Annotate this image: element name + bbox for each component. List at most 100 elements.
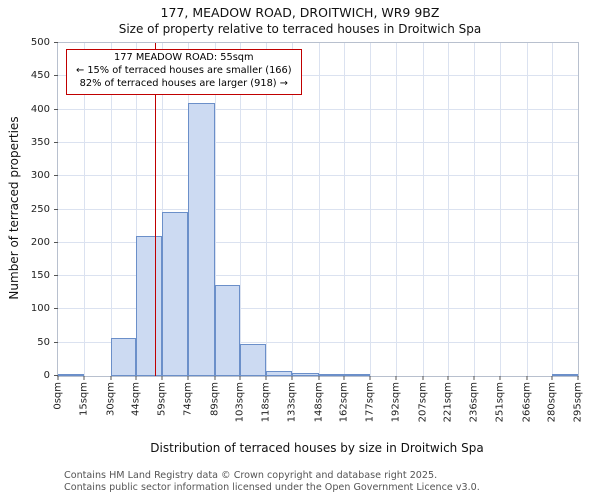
y-tick-mark (54, 208, 58, 210)
grid-line-vertical (474, 43, 475, 376)
grid-line-horizontal (58, 75, 578, 77)
x-tick-label: 44sqm (130, 382, 142, 417)
y-tick-mark (54, 275, 58, 277)
y-tick-label: 200 (30, 236, 50, 248)
grid-line-vertical (422, 43, 424, 376)
y-tick-label: 350 (30, 136, 50, 148)
x-tick-mark (83, 376, 85, 380)
y-tick-mark (54, 108, 58, 110)
x-tick-label: 162sqm (338, 382, 350, 423)
grid-line-vertical (447, 43, 449, 376)
annotation-box: 177 MEADOW ROAD: 55sqm ← 15% of terraced… (66, 49, 302, 95)
grid-line-horizontal (58, 141, 578, 143)
histogram-bar (188, 102, 215, 376)
x-tick-mark (447, 376, 449, 380)
x-tick-mark (395, 376, 397, 380)
footer-line-2: Contains public sector information licen… (64, 482, 480, 494)
x-tick-label: 192sqm (390, 382, 402, 423)
y-tick-label: 50 (37, 336, 50, 348)
x-tick-mark (239, 376, 241, 380)
grid-line-vertical (239, 43, 241, 376)
x-tick-label: 0sqm (52, 382, 64, 410)
footer-line-1: Contains HM Land Registry data © Crown c… (64, 470, 438, 481)
x-tick-mark (187, 376, 189, 380)
x-tick-mark (343, 376, 345, 380)
x-axis-label: Distribution of terraced houses by size … (150, 441, 484, 455)
grid-line-vertical (526, 43, 528, 376)
grid-line-vertical (396, 43, 398, 376)
chart-title: 177, MEADOW ROAD, DROITWICH, WR9 9BZ (160, 5, 440, 20)
y-tick-label: 250 (30, 203, 50, 215)
x-tick-label: 251sqm (494, 382, 506, 423)
y-tick-mark (54, 42, 58, 43)
x-tick-label: 74sqm (182, 382, 194, 417)
y-tick-label: 500 (30, 37, 50, 48)
x-tick-mark (135, 376, 137, 380)
y-tick-mark (54, 375, 58, 376)
y-tick-mark (54, 341, 58, 343)
grid-line-vertical (110, 43, 112, 376)
grid-line-vertical (84, 43, 86, 376)
grid-line-vertical (135, 43, 137, 376)
footer: Contains HM Land Registry data © Crown c… (64, 470, 480, 495)
x-tick-mark (526, 376, 528, 380)
histogram-bar (292, 372, 319, 376)
x-tick-mark (369, 376, 371, 380)
x-tick-mark (551, 376, 553, 380)
y-tick-label: 150 (30, 270, 50, 282)
x-tick-mark (577, 376, 579, 380)
x-tick-label: 280sqm (546, 382, 558, 423)
x-tick-label: 59sqm (156, 382, 168, 417)
grid-line-horizontal (58, 208, 578, 210)
x-tick-label: 207sqm (417, 382, 429, 423)
x-tick-mark (291, 376, 293, 380)
property-size-marker-line (154, 43, 157, 376)
histogram-bar (58, 374, 85, 376)
x-tick-mark (110, 376, 112, 380)
grid-line-vertical (162, 43, 163, 376)
y-tick-label: 100 (30, 303, 50, 315)
grid-line-horizontal (58, 308, 578, 310)
y-tick-label: 400 (30, 103, 50, 115)
x-tick-mark (499, 376, 501, 380)
histogram-bar (551, 374, 578, 376)
x-tick-label: 221sqm (442, 382, 454, 423)
grid-line-vertical (343, 43, 345, 376)
x-tick-label: 15sqm (78, 382, 90, 417)
annotation-line-1: 177 MEADOW ROAD: 55sqm (114, 52, 254, 63)
x-tick-label: 133sqm (286, 382, 298, 423)
x-tick-mark (318, 376, 320, 380)
x-tick-mark (214, 376, 216, 380)
histogram-bar (239, 344, 266, 376)
x-tick-label: 30sqm (105, 382, 117, 417)
annotation-line-3: 82% of terraced houses are larger (918) … (79, 77, 288, 89)
histogram-bar (110, 338, 136, 376)
x-tick-label: 177sqm (364, 382, 376, 423)
grid-line-vertical (266, 43, 267, 376)
grid-line-horizontal (58, 175, 578, 177)
grid-line-vertical (318, 43, 320, 376)
plot-area: 177 MEADOW ROAD: 55sqm ← 15% of terraced… (31, 38, 584, 423)
histogram-bar (318, 374, 344, 376)
x-tick-mark (57, 376, 59, 380)
x-tick-label: 148sqm (313, 382, 325, 423)
y-tick-mark (54, 141, 58, 143)
chart-subtitle: Size of property relative to terraced ho… (118, 22, 482, 36)
grid-line-vertical (370, 43, 371, 376)
x-tick-label: 103sqm (234, 382, 246, 423)
grid-line-vertical (551, 43, 553, 376)
grid-line-vertical (292, 43, 294, 376)
y-tick-mark (54, 308, 58, 310)
annotation-line-2: ← 15% of terraced houses are smaller (16… (76, 64, 292, 76)
histogram-bar (343, 374, 370, 376)
x-tick-label: 89sqm (209, 382, 221, 417)
x-tick-label: 236sqm (468, 382, 480, 423)
histogram-bar (162, 211, 189, 376)
grid-line-vertical (214, 43, 216, 376)
x-tick-label: 295sqm (572, 382, 584, 423)
x-tick-mark (161, 376, 163, 380)
x-tick-mark (422, 376, 424, 380)
grid-line-vertical (500, 43, 502, 376)
y-tick-mark (54, 75, 58, 77)
